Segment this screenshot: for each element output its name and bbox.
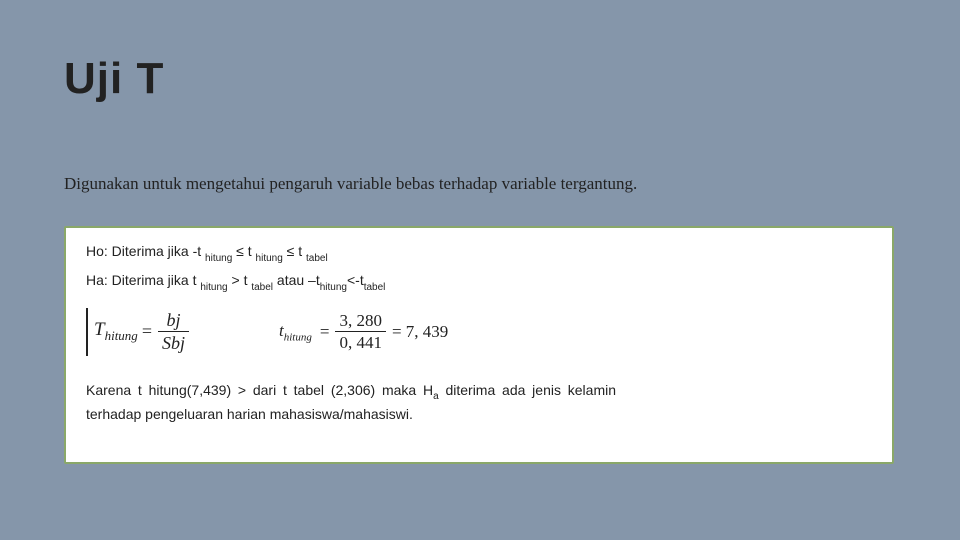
calc-fraction: 3, 280 0, 441	[335, 311, 386, 353]
ha-sub-4: tabel	[364, 282, 386, 293]
h0-mid1: ≤ t	[232, 243, 255, 259]
h0-sub-1: hitung	[205, 253, 232, 264]
fraction: bj Sbj	[158, 310, 189, 354]
t-calc: thitung = 3, 280 0, 441 = 7, 439	[279, 311, 448, 353]
conclusion: Karena t hitung(7,439) > dari t tabel (2…	[86, 380, 616, 425]
fraction-den: Sbj	[158, 333, 189, 354]
ha-sub-1: hitung	[200, 282, 227, 293]
calc-result: = 7, 439	[392, 322, 448, 342]
ha-rule: Ha: Diterima jika t hitung > t tabel ata…	[86, 271, 868, 294]
h0-rule: Ho: Diterima jika -t hitung ≤ t hitung ≤…	[86, 242, 868, 265]
h0-prefix: Ho: Diterima jika -t	[86, 243, 205, 259]
intro-text: Digunakan untuk mengetahui pengaruh vari…	[64, 174, 896, 194]
equals-2: =	[320, 322, 330, 342]
slide: Uji T Digunakan untuk mengetahui pengaru…	[0, 0, 960, 540]
formula-row: Thitung = bj Sbj thitung = 3, 280 0, 441	[86, 308, 868, 356]
ha-sub-2: tabel	[251, 282, 273, 293]
hypothesis-box: Ho: Diterima jika -t hitung ≤ t hitung ≤…	[64, 226, 894, 464]
calc-num: 3, 280	[335, 311, 386, 331]
formula-T: T	[94, 319, 105, 340]
calc-den: 0, 441	[335, 333, 386, 353]
ha-sub-3: hitung	[320, 282, 347, 293]
t-formula: Thitung = bj Sbj	[86, 308, 189, 356]
slide-title: Uji T	[64, 54, 896, 104]
calc-lhs: thitung	[279, 321, 312, 343]
ha-mid3: <-t	[347, 272, 364, 288]
fraction-num: bj	[162, 310, 184, 331]
h0-sub-2: hitung	[256, 253, 283, 264]
calc-t-sub: hitung	[284, 331, 312, 343]
h0-mid2: ≤ t	[283, 243, 306, 259]
equals: =	[142, 321, 152, 342]
ha-mid1: > t	[228, 272, 252, 288]
formula-lhs: Thitung	[94, 319, 138, 344]
formula-T-sub: hitung	[105, 328, 138, 343]
calc-bar	[335, 331, 386, 332]
fraction-bar	[158, 331, 189, 332]
concl-1: Karena t hitung(7,439) > dari t tabel (2…	[86, 382, 433, 398]
ha-prefix: Ha: Diterima jika t	[86, 272, 200, 288]
ha-mid2: atau –t	[273, 272, 320, 288]
h0-sub-3: tabel	[306, 253, 328, 264]
